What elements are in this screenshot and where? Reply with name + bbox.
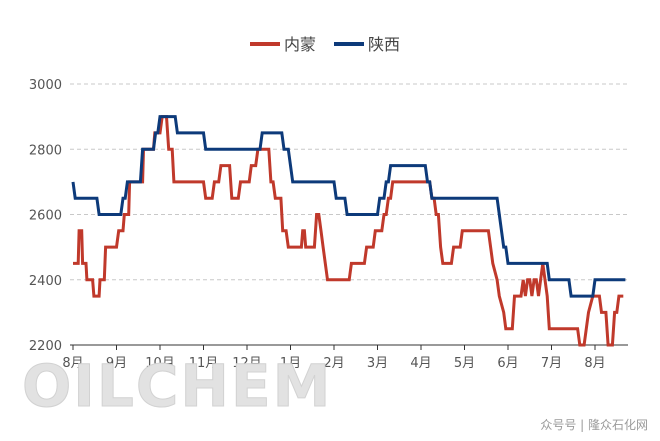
legend: 内蒙 陕西 [250,35,400,54]
x-tick-label: 10月 [145,356,175,371]
x-tick-label: 4月 [410,356,431,371]
series-line [71,115,626,298]
series-line [73,115,624,347]
y-tick-label: 2200 [29,339,62,354]
x-tick-label: 7月 [541,356,562,371]
x-tick-label: 11月 [189,356,219,371]
x-tick-label: 5月 [454,356,475,371]
x-tick-label: 9月 [106,356,127,371]
x-tick-label: 3月 [367,356,388,371]
x-tick-label: 8月 [62,356,83,371]
legend-label: 内蒙 [284,35,316,54]
series-lines [71,115,626,347]
oilchem-watermark: OILCHEM [21,352,333,421]
y-tick-label: 2400 [29,274,62,289]
grid-lines [70,83,628,281]
x-tick-label: 6月 [497,356,518,371]
x-tick-label: 8月 [584,356,605,371]
source-credit: 众号号 | 隆众石化网 [540,418,648,432]
y-axis: 2200 2400 2600 2800 3000 [29,78,62,354]
y-tick-label: 2600 [29,209,62,224]
x-tick-label: 1月 [280,356,301,371]
legend-label: 陕西 [368,35,400,54]
y-tick-label: 2800 [29,143,62,158]
y-tick-label: 3000 [29,78,62,93]
x-tick-label: 12月 [232,356,262,371]
x-tick-label: 2月 [323,356,344,371]
x-axis: 8月 9月 10月 11月 12月 1月 2月 3月 4月 5月 6月 7月 8月 [62,344,628,371]
